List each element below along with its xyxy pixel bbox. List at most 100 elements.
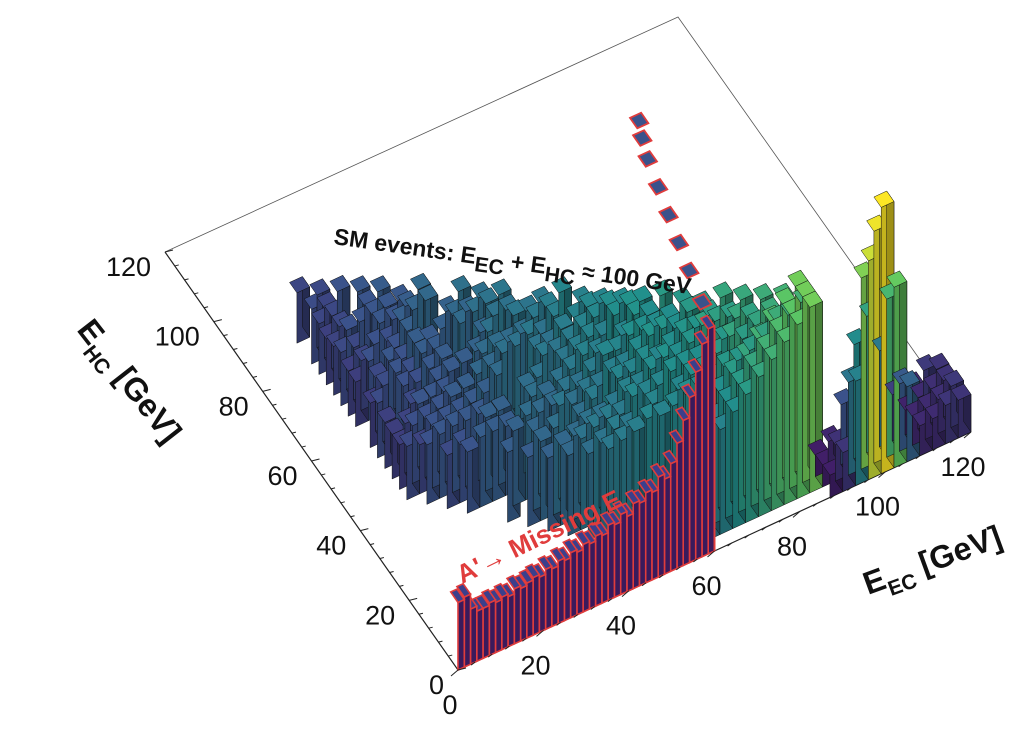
y-axis-tick xyxy=(184,278,189,281)
y-tick-label: 120 xyxy=(106,252,151,282)
x-axis-tick xyxy=(778,518,784,523)
y-axis-tick xyxy=(311,458,320,462)
x-tick-label: 0 xyxy=(442,690,457,720)
y-axis-tick xyxy=(291,431,297,434)
y-axis-tick xyxy=(262,388,271,392)
x-axis-tick xyxy=(812,502,818,507)
y-tick-label: 80 xyxy=(219,391,249,421)
y-axis-tick xyxy=(252,375,258,378)
y-axis-tick xyxy=(194,292,199,295)
hist-bar xyxy=(289,275,311,344)
x-tick-label: 80 xyxy=(777,531,807,561)
signal-edge-step xyxy=(657,205,680,224)
x-axis-tick xyxy=(487,653,493,658)
signal-bar xyxy=(449,588,466,672)
x-axis-tick xyxy=(932,447,938,452)
hist-bar xyxy=(950,383,972,439)
x-tick-label: 20 xyxy=(520,650,550,680)
y-axis-tick xyxy=(389,570,394,573)
y-axis-tick xyxy=(213,319,222,323)
signal-bar xyxy=(674,406,691,567)
signal-edge-step xyxy=(628,111,650,130)
y-axis-tick xyxy=(330,487,336,490)
y-axis-tick xyxy=(369,543,375,546)
y-tick-label: 40 xyxy=(316,531,346,561)
signal-bar xyxy=(637,478,654,585)
x-axis-tick xyxy=(470,661,476,666)
axes: 0 20 40 60 80 100 120 0 20 40 60 80 100 120 xyxy=(106,249,986,720)
x-axis-tick xyxy=(829,495,835,499)
signal-edge-step xyxy=(668,233,690,252)
y-axis-tick xyxy=(203,306,209,309)
y-axis-tick xyxy=(233,348,238,351)
y-axis-tick xyxy=(340,501,345,504)
x-axis-tick xyxy=(675,566,681,571)
x-axis-tick xyxy=(878,471,886,479)
x-axis-tick xyxy=(607,598,613,602)
x-axis-tick xyxy=(450,669,459,677)
x-axis-tick xyxy=(641,582,647,587)
y-axis-tick xyxy=(360,528,369,532)
y-tick-label: 0 xyxy=(429,670,444,700)
y-tick-label: 60 xyxy=(267,461,297,491)
x-tick-label: 120 xyxy=(940,452,985,482)
signal-bar xyxy=(480,588,497,657)
signal-bar xyxy=(624,489,641,590)
x-tick-label: 60 xyxy=(691,571,721,601)
x-axis-tick xyxy=(864,479,869,484)
y-axis-tick xyxy=(350,515,355,518)
x-axis-tick xyxy=(744,534,750,539)
x-axis-tick xyxy=(573,614,579,618)
y-tick-label: 100 xyxy=(155,322,200,352)
x-axis-label: EEC [GeV] xyxy=(858,518,1009,608)
y-axis-tick xyxy=(399,584,404,587)
x-axis-tick xyxy=(761,526,767,531)
x-axis-tick xyxy=(963,431,972,439)
x-tick-label: 40 xyxy=(606,611,636,641)
x-axis-tick xyxy=(898,463,903,468)
x-axis-tick xyxy=(590,606,596,610)
x-axis-tick xyxy=(522,637,527,642)
signal-edge-step xyxy=(637,149,659,168)
signal-edge-step xyxy=(631,129,653,147)
y-axis-tick xyxy=(321,473,326,476)
y-axis-tick xyxy=(174,264,179,267)
x-axis-tick xyxy=(846,487,852,491)
y-axis-tick xyxy=(428,626,433,629)
x-axis-tick xyxy=(536,629,544,637)
y-axis-tick xyxy=(379,557,384,560)
x-axis-tick xyxy=(915,455,921,460)
x-axis-tick xyxy=(556,622,561,626)
signal-bar xyxy=(643,478,660,582)
signal-bar xyxy=(499,582,516,649)
hist-bar xyxy=(459,435,481,514)
y-axis-tick xyxy=(418,612,424,615)
y-axis-tick xyxy=(243,361,248,364)
x-axis-tick xyxy=(949,439,955,444)
signal-bars xyxy=(449,111,716,672)
signal-bar xyxy=(599,510,616,602)
x-axis-tick xyxy=(658,574,664,579)
signal-bar xyxy=(680,383,697,564)
x-axis-tick xyxy=(707,550,715,558)
y-axis-tick xyxy=(457,667,467,671)
signal-bar xyxy=(518,568,535,640)
x-axis-tick xyxy=(727,542,732,547)
y-axis-tick xyxy=(409,597,418,601)
signal-edge-step xyxy=(691,292,713,311)
x-axis-tick xyxy=(504,645,510,650)
y-axis-tick xyxy=(448,654,453,657)
y-axis-tick xyxy=(282,417,287,420)
x-axis-tick xyxy=(621,590,630,598)
signal-edge-step xyxy=(678,261,700,280)
y-axis-tick xyxy=(223,334,228,337)
signal-bar xyxy=(612,500,629,596)
signal-bar xyxy=(593,521,610,605)
signal-bar xyxy=(474,593,491,660)
y-axis-tick xyxy=(272,403,277,406)
y-axis-tick xyxy=(164,249,174,253)
x-tick-label: 100 xyxy=(855,492,900,522)
x-axis-tick xyxy=(792,510,801,518)
y-axis-tick xyxy=(301,445,306,448)
